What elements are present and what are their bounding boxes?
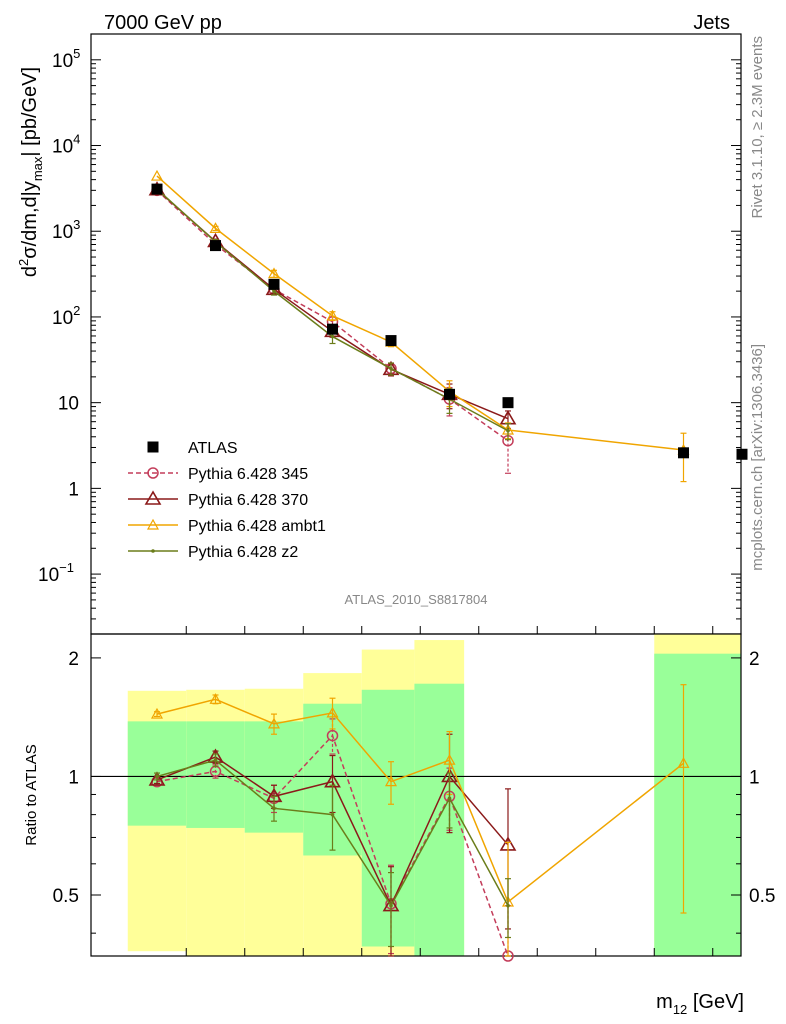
ratio-point (677, 757, 690, 768)
main-atlas-point (678, 447, 689, 459)
main-line (156, 175, 684, 451)
legend-item-2: Pythia 6.428 345 (128, 466, 308, 483)
ratio-point (447, 796, 452, 801)
mcplots-label: mcplots.cern.ch [arXiv:1306.3436] (749, 344, 766, 571)
band-green-7 (654, 653, 741, 956)
legend-marker (146, 518, 160, 530)
ratio-point (326, 729, 339, 742)
main-y-tick-label: 103 (52, 217, 80, 243)
ratio-y-tick-label-right: 0.5 (749, 886, 775, 907)
main-point (506, 428, 510, 433)
tick-exponent: 2 (73, 303, 80, 318)
main-atlas-point (385, 335, 397, 347)
ratio-point (213, 758, 218, 762)
analysis-watermark: ATLAS_2010_S8817804 (345, 592, 488, 607)
legend-item-5: Pythia 6.428 z2 (128, 544, 298, 561)
ratio-y-tick-label-right: 2 (749, 649, 760, 670)
ratio-series-4 (154, 753, 511, 948)
main-y-tick-label: 102 (52, 303, 80, 329)
ratio-point (155, 774, 159, 779)
main-y-tick-label: 10−1 (38, 560, 74, 586)
main-y-tick-label: 10 (58, 394, 79, 415)
tick-exponent: 4 (73, 132, 80, 147)
band-green-6 (414, 683, 465, 956)
tick-base: 10 (38, 565, 59, 586)
ratio-y-tick-label-left: 1 (68, 767, 79, 788)
legend-label: Pythia 6.428 z2 (188, 544, 298, 561)
main-atlas-point (444, 388, 455, 400)
ratio-point (148, 771, 166, 786)
main-point (267, 267, 281, 279)
ratio-y-axis-label: Ratio to ATLAS (23, 744, 40, 845)
main-atlas-point (736, 448, 748, 460)
ratio-y-tick-label-right: 1 (749, 767, 760, 788)
main-y-tick-label: 105 (52, 46, 80, 72)
tick-base: 10 (52, 51, 73, 72)
ratio-point (150, 707, 164, 719)
ratio-point (389, 903, 393, 908)
tick-base: 10 (52, 308, 73, 329)
x-axis-label: m12 [GeV] (656, 991, 744, 1017)
main-point (150, 169, 164, 181)
ratio-point (443, 753, 456, 765)
main-point (209, 222, 222, 233)
ratio-point (330, 812, 335, 817)
main-point (272, 289, 276, 293)
ratio-point (384, 775, 398, 787)
legend-marker (144, 490, 162, 505)
main-point (389, 366, 393, 371)
legend-item-3: Pythia 6.428 370 (128, 490, 308, 509)
legend-marker (151, 549, 155, 553)
ratio-frame (90, 633, 742, 957)
tick-base: 10 (52, 137, 73, 158)
main-atlas-point (268, 278, 280, 290)
legend-item-4: Pythia 6.428 ambt1 (128, 518, 326, 535)
main-point (330, 334, 335, 339)
legend-item-1: ATLAS (147, 440, 238, 457)
main-y-axis-label: d2σ/dm,d|ymax| [pb/GeV] (16, 67, 45, 277)
main-y-tick-label: 104 (52, 132, 80, 158)
uncertainty-bands (127, 634, 741, 956)
header-energy-label: 7000 GeV pp (104, 12, 222, 34)
tick-base: 10 (58, 394, 79, 415)
ratio-line (156, 698, 684, 904)
tick-exponent: 5 (73, 46, 80, 61)
main-atlas-point (502, 397, 514, 409)
legend-label: ATLAS (188, 440, 238, 457)
rivet-label: Rivet 3.1.10, ≥ 2.3M events (749, 36, 766, 219)
legend-label: Pythia 6.428 ambt1 (188, 518, 326, 535)
legend-marker (147, 441, 159, 453)
ratio-y-ticks: 0.5 0.5 1 1 2 2 (53, 649, 775, 934)
main-atlas-point (327, 323, 338, 335)
ratio-panel: 0.5 0.5 1 1 2 2 (53, 626, 775, 962)
tick-exponent: 3 (73, 217, 80, 232)
ratio-point (272, 806, 276, 811)
tick-base: 10 (52, 222, 73, 243)
tick-base: 1 (68, 479, 79, 500)
main-atlas-point (151, 183, 163, 195)
main-y-tick-label: 1 (68, 479, 79, 500)
ratio-series-3 (150, 684, 690, 957)
ratio-y-tick-label-left: 0.5 (53, 886, 79, 907)
main-series-3 (150, 169, 690, 483)
main-atlas-series-1 (151, 183, 748, 460)
x-ticks (185, 626, 714, 956)
legend-label: Pythia 6.428 370 (188, 492, 308, 509)
ratio-y-tick-label-left: 2 (68, 649, 79, 670)
legend-label: Pythia 6.428 345 (188, 466, 308, 483)
ratio-point (326, 706, 339, 718)
ratio-point (209, 693, 222, 704)
ratio-point (506, 903, 510, 908)
legend-marker (147, 467, 159, 479)
main-point (326, 309, 339, 321)
ratio-point (267, 717, 281, 729)
tick-exponent: −1 (59, 560, 74, 575)
band-green-2 (186, 721, 245, 828)
main-atlas-point (210, 240, 221, 252)
header-process-label: Jets (693, 12, 730, 34)
legend: ATLAS Pythia 6.428 345 Pythia 6.428 370 Pyt… (128, 440, 326, 561)
